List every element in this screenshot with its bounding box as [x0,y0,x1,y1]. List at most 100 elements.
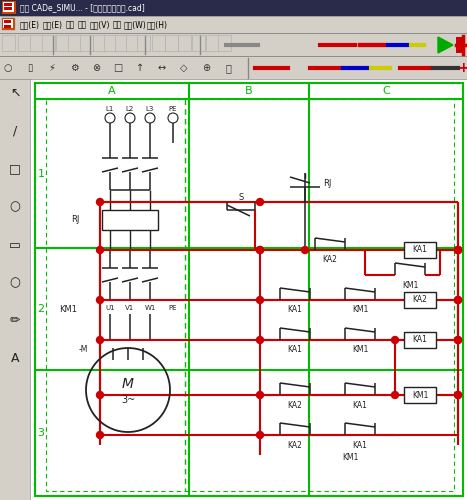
Circle shape [256,392,263,398]
Text: PE: PE [169,305,177,311]
Bar [137,35,150,51]
Text: U1: U1 [105,305,115,311]
Bar [2,1,16,14]
Bar [4,20,11,23]
Text: 模拟: 模拟 [78,20,87,30]
Text: KM1: KM1 [59,306,77,314]
Bar [0,33,467,56]
Bar [102,210,158,230]
Text: KA1: KA1 [412,246,427,254]
Text: ↖: ↖ [10,86,20,100]
Text: 帮助(H): 帮助(H) [147,20,168,30]
Circle shape [97,392,104,398]
Text: ↑: ↑ [136,63,144,73]
Bar [80,35,93,51]
Bar [0,16,467,33]
Text: 窗口(W): 窗口(W) [124,20,147,30]
Text: KM1: KM1 [352,346,368,354]
Polygon shape [438,37,453,53]
Circle shape [454,296,461,304]
Text: KM1: KM1 [352,306,368,314]
Circle shape [454,392,461,398]
Bar [2,18,15,30]
Bar [2,35,15,51]
Text: V1: V1 [125,305,134,311]
Circle shape [97,432,104,438]
Circle shape [256,198,263,205]
Circle shape [454,246,461,254]
Bar [178,35,191,51]
Text: KM1: KM1 [412,390,428,400]
Text: RJ: RJ [71,216,79,224]
Bar [115,35,128,51]
Bar [165,35,178,51]
Text: ◇: ◇ [180,63,188,73]
Circle shape [454,336,461,344]
Text: KM1: KM1 [402,280,418,289]
Circle shape [391,336,398,344]
Text: ⊗: ⊗ [92,63,100,73]
Text: B: B [245,86,253,96]
Bar [30,79,467,500]
Bar [0,79,30,500]
Bar [4,7,12,10]
Bar [404,332,436,348]
Text: 文件(E): 文件(E) [20,20,40,30]
Text: KA1: KA1 [353,440,368,450]
Text: ▭: ▭ [9,238,21,252]
Text: ○: ○ [4,63,12,73]
Text: ✏: ✏ [10,314,20,328]
Circle shape [97,246,104,254]
Circle shape [97,296,104,304]
Bar [0,56,467,79]
Text: L1: L1 [106,106,114,112]
Circle shape [256,246,263,254]
Circle shape [454,336,461,344]
Text: 编辑(E): 编辑(E) [43,20,63,30]
Bar [152,35,165,51]
Text: 1: 1 [37,168,44,178]
Text: L2: L2 [126,106,134,112]
Text: RJ: RJ [323,180,332,188]
Bar [93,35,106,51]
Circle shape [256,296,263,304]
Text: KA2: KA2 [288,440,303,450]
Bar [46,99,454,491]
Circle shape [256,432,263,438]
Bar [30,35,43,51]
Bar [206,35,219,51]
Bar [192,35,205,51]
Text: C: C [382,86,390,96]
Text: ⚙: ⚙ [70,63,78,73]
Circle shape [454,246,461,254]
Text: KA1: KA1 [412,336,427,344]
Text: +: + [457,61,467,75]
Bar [4,25,11,28]
Bar [3,2,14,12]
Text: 查看(V): 查看(V) [89,20,110,30]
Text: KM1: KM1 [342,452,358,462]
Bar [68,35,81,51]
Text: -M: -M [78,346,88,354]
Text: M: M [122,377,134,391]
Bar [404,242,436,258]
Text: 2: 2 [37,304,44,314]
Bar [126,35,139,51]
Text: PE: PE [169,106,177,112]
Bar [18,35,31,51]
Circle shape [256,246,263,254]
Circle shape [256,336,263,344]
Text: 3: 3 [37,428,44,438]
Circle shape [97,336,104,344]
Circle shape [454,392,461,398]
Bar [404,387,436,403]
Text: ▯: ▯ [27,63,33,73]
Bar [4,3,12,6]
Bar [218,35,231,51]
Text: □: □ [9,162,21,175]
Text: ○: ○ [9,276,21,289]
Bar [404,292,436,308]
Text: KA1: KA1 [353,400,368,409]
Text: 关于 CADe_SIMU... - [单按鈕启停电路.cad]: 关于 CADe_SIMU... - [单按鈕启停电路.cad] [20,4,145,13]
Text: KA2: KA2 [288,400,303,409]
